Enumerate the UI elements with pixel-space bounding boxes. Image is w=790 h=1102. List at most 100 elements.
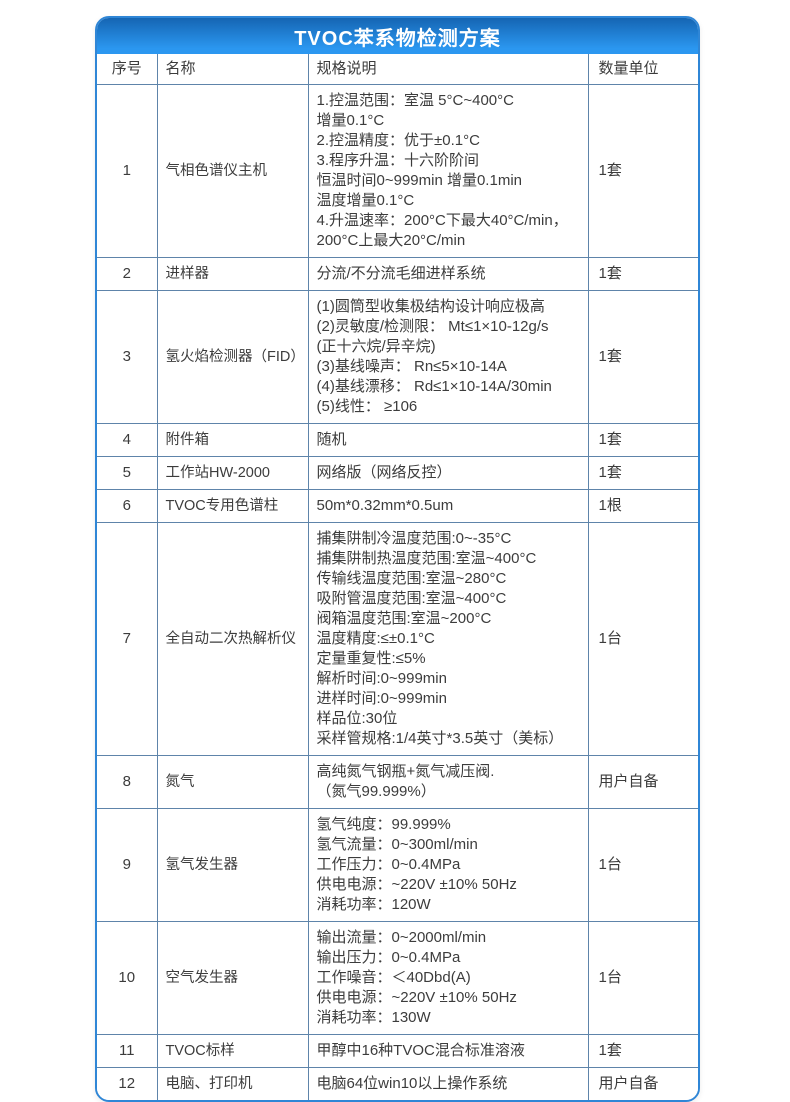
row-no-cell: 9 xyxy=(97,807,158,922)
row-name-cell: 氮气 xyxy=(156,754,309,809)
row-no-cell: 12 xyxy=(97,1066,158,1100)
spec-table-card: TVOC苯系物检测方案 序号 名称 规格说明 数量单位 1 气相色谱仪主机 1.控温… xyxy=(95,16,700,1102)
table-row: 7 全自动二次热解析仪 捕集阱制冷温度范围:0~-35°C 捕集阱制热温度范围:室温~… xyxy=(97,521,698,756)
spec-table: 序号 名称 规格说明 数量单位 1 气相色谱仪主机 1.控温范围：室温 5°C~40… xyxy=(97,54,698,1100)
table-row: 4 附件箱 随机 1套 xyxy=(97,422,698,457)
spec-line: 恒温时间0~999min 增量0.1min xyxy=(316,171,523,189)
spec-line: 传输线温度范围:室温~280°C xyxy=(316,569,507,587)
spec-line: 捕集阱制热温度范围:室温~400°C xyxy=(316,549,537,567)
spec-line: 1.控温范围：室温 5°C~400°C xyxy=(316,91,514,109)
row-qty-cell: 1套 xyxy=(587,422,698,457)
row-qty-cell: 1套 xyxy=(587,256,698,291)
row-no-cell: 3 xyxy=(97,289,158,424)
row-qty-cell: 1套 xyxy=(587,289,698,424)
spec-line: (5)线性： ≥106 xyxy=(316,397,418,415)
row-qty-cell: 1套 xyxy=(587,83,698,258)
spec-line: (4)基线漂移： Rd≤1×10-14A/30min xyxy=(316,377,552,395)
row-qty-cell: 1套 xyxy=(587,1033,698,1068)
spec-line: 阀箱温度范围:室温~200°C xyxy=(316,609,492,627)
row-spec-cell: (1)圆筒型收集极结构设计响应极高 (2)灵敏度/检测限： Mt≤1×10-12g… xyxy=(307,289,589,424)
table-row: 3 氢火焰检测器（FID） (1)圆筒型收集极结构设计响应极高 (2)灵敏度/检测限：… xyxy=(97,289,698,424)
row-qty-cell: 1台 xyxy=(587,920,698,1035)
row-name-cell: 氢气发生器 xyxy=(156,807,309,922)
row-no-cell: 4 xyxy=(97,422,158,457)
row-name-cell: 全自动二次热解析仪 xyxy=(156,521,309,756)
row-name-cell: 空气发生器 xyxy=(156,920,309,1035)
row-no-cell: 11 xyxy=(97,1033,158,1068)
spec-line: 甲醇中16种TVOC混合标准溶液 xyxy=(316,1041,525,1059)
row-name-cell: 电脑、打印机 xyxy=(156,1066,309,1100)
row-spec-cell: 网络版（网络反控） xyxy=(307,455,589,490)
spec-line: (3)基线噪声： Rn≤5×10-14A xyxy=(316,357,507,375)
spec-line: 进样时间:0~999min xyxy=(316,689,447,707)
row-spec-cell: 分流/不分流毛细进样系统 xyxy=(307,256,589,291)
row-spec-cell: 输出流量：0~2000ml/min 输出压力：0~0.4MPa 工作噪音：＜40Db… xyxy=(307,920,589,1035)
row-qty-cell: 用户自备 xyxy=(587,754,698,809)
table-body: 1 气相色谱仪主机 1.控温范围：室温 5°C~400°C 增量0.1°C 2.控温精度… xyxy=(97,83,698,1100)
spec-line: 输出压力：0~0.4MPa xyxy=(316,948,461,966)
row-no-cell: 2 xyxy=(97,256,158,291)
spec-line: 温度增量0.1°C xyxy=(316,191,415,209)
spec-line: 供电电源：~220V ±10% 50Hz xyxy=(316,988,517,1006)
spec-line: 4.升温速率：200°C下最大40°C/min， xyxy=(316,211,568,229)
spec-line: 200°C上最大20°C/min xyxy=(316,231,466,249)
spec-line: 随机 xyxy=(316,430,347,448)
spec-line: 吸附管温度范围:室温~400°C xyxy=(316,589,507,607)
spec-line: 50m*0.32mm*0.5um xyxy=(316,496,454,514)
row-spec-cell: 50m*0.32mm*0.5um xyxy=(307,488,589,523)
row-spec-cell: 高纯氮气钢瓶+氮气减压阀. （氮气99.999%） xyxy=(307,754,589,809)
spec-line: 氢气纯度：99.999% xyxy=(316,815,451,833)
table-row: 8 氮气 高纯氮气钢瓶+氮气减压阀. （氮气99.999%） 用户自备 xyxy=(97,754,698,809)
spec-line: 消耗功率：130W xyxy=(316,1008,431,1026)
table-row: 12 电脑、打印机 电脑64位win10以上操作系统 用户自备 xyxy=(97,1066,698,1100)
page-title: TVOC苯系物检测方案 xyxy=(294,27,501,50)
spec-line: 供电电源：~220V ±10% 50Hz xyxy=(316,875,517,893)
spec-line: 3.程序升温：十六阶阶间 xyxy=(316,151,480,169)
row-name-cell: 附件箱 xyxy=(156,422,309,457)
column-header-name: 名称 xyxy=(156,54,309,85)
spec-line: 2.控温精度：优于±0.1°C xyxy=(316,131,480,149)
spec-line: 氢气流量：0~300ml/min xyxy=(316,835,478,853)
row-name-cell: 工作站HW-2000 xyxy=(156,455,309,490)
table-row: 11 TVOC标样 甲醇中16种TVOC混合标准溶液 1套 xyxy=(97,1033,698,1068)
header-row: 序号 名称 规格说明 数量单位 xyxy=(97,54,698,85)
table-row: 9 氢气发生器 氢气纯度：99.999% 氢气流量：0~300ml/min 工作压力：0… xyxy=(97,807,698,922)
row-name-cell: TVOC专用色谱柱 xyxy=(156,488,309,523)
row-no-cell: 7 xyxy=(97,521,158,756)
row-qty-cell: 1根 xyxy=(587,488,698,523)
column-header-qty: 数量单位 xyxy=(587,54,698,85)
row-spec-cell: 随机 xyxy=(307,422,589,457)
spec-line: 消耗功率：120W xyxy=(316,895,431,913)
column-header-no: 序号 xyxy=(97,54,158,85)
row-qty-cell: 用户自备 xyxy=(587,1066,698,1100)
spec-line: 解析时间:0~999min xyxy=(316,669,447,687)
row-spec-cell: 捕集阱制冷温度范围:0~-35°C 捕集阱制热温度范围:室温~400°C 传输线温度… xyxy=(307,521,589,756)
row-no-cell: 1 xyxy=(97,83,158,258)
spec-line: （氮气99.999%） xyxy=(316,782,436,800)
spec-line: 高纯氮气钢瓶+氮气减压阀. xyxy=(316,762,495,780)
spec-line: 捕集阱制冷温度范围:0~-35°C xyxy=(316,529,512,547)
spec-line: 定量重复性:≤5% xyxy=(316,649,426,667)
row-qty-cell: 1台 xyxy=(587,521,698,756)
table-row: 5 工作站HW-2000 网络版（网络反控） 1套 xyxy=(97,455,698,490)
table-row: 10 空气发生器 输出流量：0~2000ml/min 输出压力：0~0.4MPa 工作噪… xyxy=(97,920,698,1035)
row-qty-cell: 1套 xyxy=(587,455,698,490)
spec-line: 分流/不分流毛细进样系统 xyxy=(316,264,486,282)
row-qty-cell: 1台 xyxy=(587,807,698,922)
table-title-band: TVOC苯系物检测方案 xyxy=(97,18,698,54)
spec-line: 增量0.1°C xyxy=(316,111,385,129)
row-name-cell: TVOC标样 xyxy=(156,1033,309,1068)
table-row: 1 气相色谱仪主机 1.控温范围：室温 5°C~400°C 增量0.1°C 2.控温精度… xyxy=(97,83,698,258)
spec-line: 样品位:30位 xyxy=(316,709,398,727)
row-no-cell: 5 xyxy=(97,455,158,490)
spec-line: (2)灵敏度/检测限： Mt≤1×10-12g/s xyxy=(316,317,549,335)
row-name-cell: 氢火焰检测器（FID） xyxy=(156,289,309,424)
spec-line: (1)圆筒型收集极结构设计响应极高 xyxy=(316,297,545,315)
spec-line: 工作压力：0~0.4MPa xyxy=(316,855,461,873)
row-spec-cell: 甲醇中16种TVOC混合标准溶液 xyxy=(307,1033,589,1068)
spec-line: (正十六烷/异辛烷) xyxy=(316,337,436,355)
table-row: 6 TVOC专用色谱柱 50m*0.32mm*0.5um 1根 xyxy=(97,488,698,523)
spec-line: 电脑64位win10以上操作系统 xyxy=(316,1074,508,1092)
row-spec-cell: 氢气纯度：99.999% 氢气流量：0~300ml/min 工作压力：0~0.4MP… xyxy=(307,807,589,922)
row-name-cell: 进样器 xyxy=(156,256,309,291)
